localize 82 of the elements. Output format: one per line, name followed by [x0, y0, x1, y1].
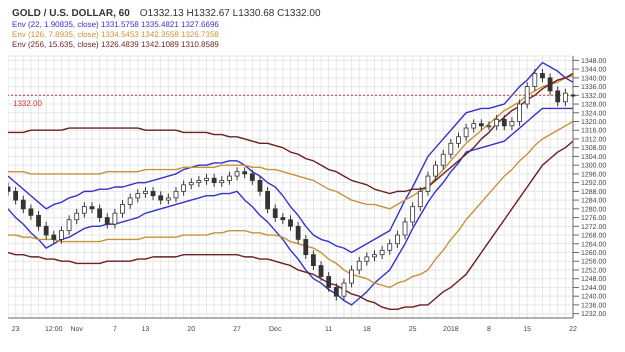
candlestick: [242, 166, 248, 179]
candlestick: [20, 195, 26, 214]
candlestick: [112, 208, 118, 229]
candlestick: [364, 252, 370, 266]
candlestick: [433, 160, 438, 181]
candlestick: [478, 118, 484, 131]
candlestick: [356, 256, 362, 275]
candlestick: [181, 180, 186, 196]
candlestick: [234, 166, 240, 181]
candlestick: [532, 68, 538, 92]
chart-subtitle: O1332.13 H1332.67 L1330.68 C1332.00: [140, 8, 321, 19]
candlestick: [494, 114, 500, 131]
candlestick: [97, 204, 102, 222]
candlestick: [326, 272, 332, 292]
candlestick: [555, 86, 560, 107]
candlestick: [82, 202, 87, 218]
candlestick: [418, 186, 423, 212]
line-series: [8, 62, 574, 254]
candlestick: [334, 282, 339, 302]
line-series: [8, 140, 574, 310]
text: Env (256, 15.635, close) 1326.4839 1342.1089 1310.8589: [11, 40, 220, 50]
candlestick: [318, 260, 324, 282]
chart-title: GOLD / U.S. DOLLAR, 60: [12, 8, 130, 19]
candlestick: [135, 188, 140, 203]
candlestick: [196, 176, 202, 188]
candlestick: [372, 250, 377, 262]
candlestick: [426, 171, 430, 196]
line-series: [8, 120, 574, 288]
candlestick: [120, 200, 125, 218]
candlestick: [158, 190, 164, 205]
candlestick: [311, 250, 316, 270]
candlestick: [303, 234, 308, 260]
candlestick: [502, 114, 507, 131]
candlestick: [74, 208, 80, 225]
candlestick: [104, 212, 110, 229]
candlestick: [380, 245, 385, 260]
ref-line-label: 1332.00: [13, 98, 42, 108]
candlestick: [166, 193, 171, 205]
candlestick: [28, 204, 34, 220]
candlestick: [265, 186, 270, 214]
candlestick: [90, 202, 94, 214]
candlestick: [394, 230, 400, 249]
candlestick: [280, 212, 286, 225]
candlestick: [440, 149, 446, 170]
candlestick: [188, 178, 194, 190]
candlestick: [410, 202, 416, 227]
candlestick: [342, 278, 346, 302]
candlestick: [150, 186, 156, 201]
candlestick: [204, 173, 209, 186]
candlestick: [227, 171, 232, 186]
candlestick: [387, 238, 392, 256]
candlestick: [524, 82, 530, 109]
candlestick: [59, 226, 64, 244]
candlestick: [510, 116, 514, 131]
candlestick: [174, 186, 178, 203]
candlestick: [548, 72, 552, 96]
candlestick: [250, 169, 255, 186]
candlestick: [456, 132, 461, 148]
candlestick: [128, 193, 133, 210]
candlestick: [349, 265, 354, 288]
candlestick: [36, 210, 41, 232]
candlestick: [540, 68, 545, 83]
candlestick: [471, 118, 476, 133]
candlestick: [464, 123, 469, 142]
text: Env (22, 1.90835, close) 1331.5758 1335.4821 1327.6696: [11, 20, 220, 30]
candlestick: [296, 221, 301, 244]
text: Env (126, 7.8935, close) 1334.5453 1342.3558 1326.7358: [11, 30, 220, 40]
candlestick: [288, 214, 293, 232]
candlestick: [517, 99, 522, 126]
candlestick: [272, 204, 278, 222]
candlestick: [258, 176, 262, 196]
candlestick: [66, 214, 72, 236]
candlestick: [51, 230, 56, 244]
candlestick: [562, 88, 568, 107]
candlestick: [448, 138, 454, 160]
candlestick: [13, 186, 18, 205]
candlestick: [402, 217, 408, 240]
candlestick: [44, 221, 49, 240]
candlestick: [212, 173, 217, 188]
candlestick: [219, 176, 224, 188]
line-series: [8, 108, 574, 306]
candlestick: [143, 186, 148, 198]
